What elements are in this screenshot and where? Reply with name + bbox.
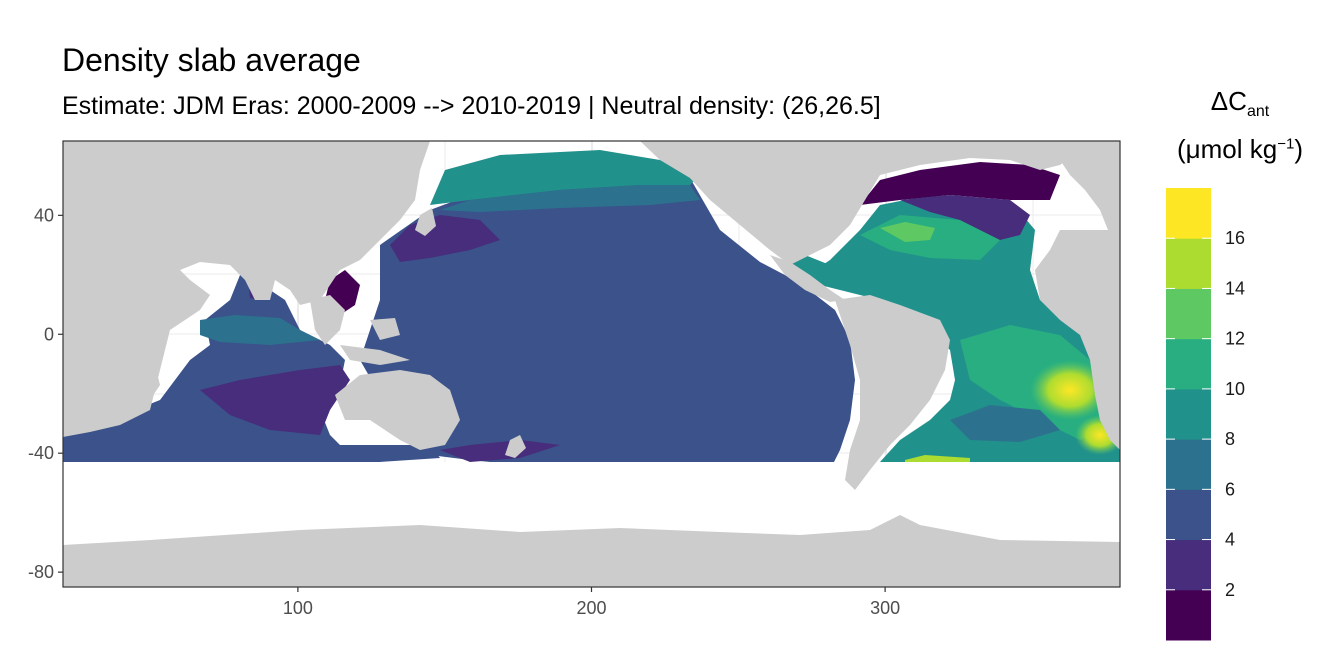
legend-tick-label: 10 — [1225, 379, 1245, 399]
legend-tick-label: 4 — [1225, 530, 1235, 550]
legend-bin — [1166, 338, 1211, 390]
legend-tick-label: 16 — [1225, 228, 1245, 248]
legend-colorbar: 2 4 6 8 10 12 14 16 — [1166, 188, 1245, 641]
south-atlantic-peak-patch — [1030, 360, 1110, 420]
legend-bin — [1166, 539, 1211, 591]
legend-tick-label: 8 — [1225, 429, 1235, 449]
land-new-zealand — [505, 435, 526, 458]
pacific-ocean-field — [360, 178, 855, 470]
y-tick-label: -40 — [28, 443, 54, 463]
land-madagascar — [142, 365, 160, 400]
land-south-america — [835, 295, 950, 490]
y-tick-label: 0 — [44, 324, 54, 344]
north-pacific-teal-band — [430, 150, 700, 205]
indian-ocean-mid-band — [200, 315, 320, 345]
legend-tick-label: 12 — [1225, 329, 1245, 349]
south-atlantic-mid-patch — [950, 405, 1060, 442]
y-tick-label: -80 — [28, 562, 54, 582]
legend-bin — [1166, 439, 1211, 490]
north-atlantic-subpolar-patch — [900, 195, 1030, 240]
legend-title-unit: (μmol kg−1) — [1177, 134, 1303, 164]
land-maritime-continent — [310, 295, 410, 365]
land-greenland — [1050, 145, 1120, 240]
land-japan — [415, 208, 436, 236]
indian-ocean-low-band — [200, 365, 350, 435]
legend-tick-label: 6 — [1225, 479, 1235, 499]
north-atlantic-peak-patch — [880, 222, 935, 242]
y-axis: 40 0 -40 -80 — [28, 205, 63, 582]
legend-bin — [1166, 188, 1211, 239]
legend-bin — [1166, 238, 1211, 289]
land-antarctica — [63, 515, 1120, 587]
north-pacific-dark-teal-band — [440, 185, 700, 212]
land-africa-europe-east — [1035, 230, 1120, 450]
land-north-america — [640, 141, 1120, 265]
legend-bin — [1166, 288, 1211, 340]
indian-ocean-field — [63, 275, 440, 462]
legend-bin — [1166, 388, 1211, 440]
legend-tick-label: 14 — [1225, 278, 1245, 298]
plot-subtitle: Estimate: JDM Eras: 2000-2009 --> 2010-2… — [62, 92, 881, 120]
map-layers — [63, 141, 1120, 587]
land-masses — [63, 141, 1120, 587]
land-eurasia-africa — [63, 141, 430, 437]
legend-title-variable: ΔCant — [1210, 86, 1270, 121]
x-tick-label: 200 — [576, 598, 606, 618]
x-tick-label: 100 — [283, 598, 313, 618]
x-axis: 100 200 300 — [283, 587, 900, 618]
no-data-band — [63, 462, 1120, 542]
land-central-america — [770, 255, 845, 302]
legend-bin — [1166, 589, 1211, 641]
ocean-data-field — [63, 150, 1120, 470]
labrador-sea-low-patch — [860, 162, 1060, 205]
y-tick-label: 40 — [34, 205, 54, 225]
x-tick-label: 300 — [870, 598, 900, 618]
legend-tick-label: 2 — [1225, 580, 1235, 600]
plot-title: Density slab average — [62, 42, 361, 78]
land-australia — [335, 370, 460, 450]
south-tasman-low-patch — [440, 440, 560, 462]
legend-bin — [1166, 489, 1211, 541]
